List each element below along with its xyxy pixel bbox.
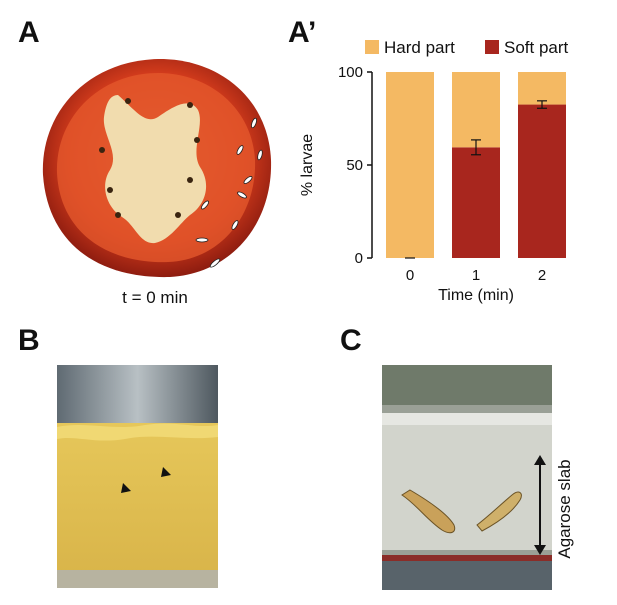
x-axis-title: Time (min) [438,287,514,304]
slab-base [382,561,552,590]
tomato-photo [42,58,272,278]
bar-soft-2 [518,104,566,258]
jar-food-surface [57,423,218,441]
tomato-time-caption: t = 0 min [122,288,188,307]
bar-hard-1 [452,72,500,148]
x-tick-label-1: 1 [472,267,480,284]
slab-top-strip [382,365,552,405]
legend-swatch-hard [365,40,379,54]
legend-label-hard: Hard part [384,38,455,57]
slab-gel-top [382,413,552,425]
y-axis-title: % larvae [299,134,316,196]
tomato-core [103,95,207,244]
food-jar-photo [57,365,218,588]
bar-soft-1 [452,147,500,258]
y-tick-label-50: 50 [346,157,363,174]
jar-glass-top [57,365,218,427]
larva-in-slab-2 [476,491,522,532]
agarose-slab-label: Agarose slab [555,459,574,559]
slab-gel [382,420,552,550]
panel-label-b: B [18,324,40,357]
larvae-outlines [195,117,263,268]
agarose-bracket [534,455,546,555]
bar-hard-2 [518,72,566,105]
x-tick-label-0: 0 [406,267,414,284]
larva-arrowhead-1 [121,483,131,493]
panel-label-c: C [340,324,362,357]
y-tick-label-100: 100 [338,64,363,81]
jar-base [57,570,218,588]
slab-bottom-edge [382,555,552,561]
larva-in-slab-1 [401,489,456,534]
bars-group [386,72,566,259]
axes-group: 0 1 2 0 50 100 % larvae Time (min) [299,64,546,304]
bar-hard-0 [386,72,434,258]
agarose-slab-photo [382,365,552,590]
stacked-bar-chart: Hard part Soft part 0 1 2 0 50 100 % larvae Tim… [299,38,569,304]
panel-label-a-prime: A’ [288,16,317,49]
panel-label-a: A [18,16,40,49]
y-tick-label-0: 0 [355,250,363,267]
legend-label-soft: Soft part [504,38,569,57]
legend-swatch-soft [485,40,499,54]
larva-arrowhead-2 [161,467,171,477]
chart-legend: Hard part Soft part [365,38,569,57]
x-tick-label-2: 2 [538,267,546,284]
jar-food [57,423,218,573]
tomato-seeds [99,98,200,218]
